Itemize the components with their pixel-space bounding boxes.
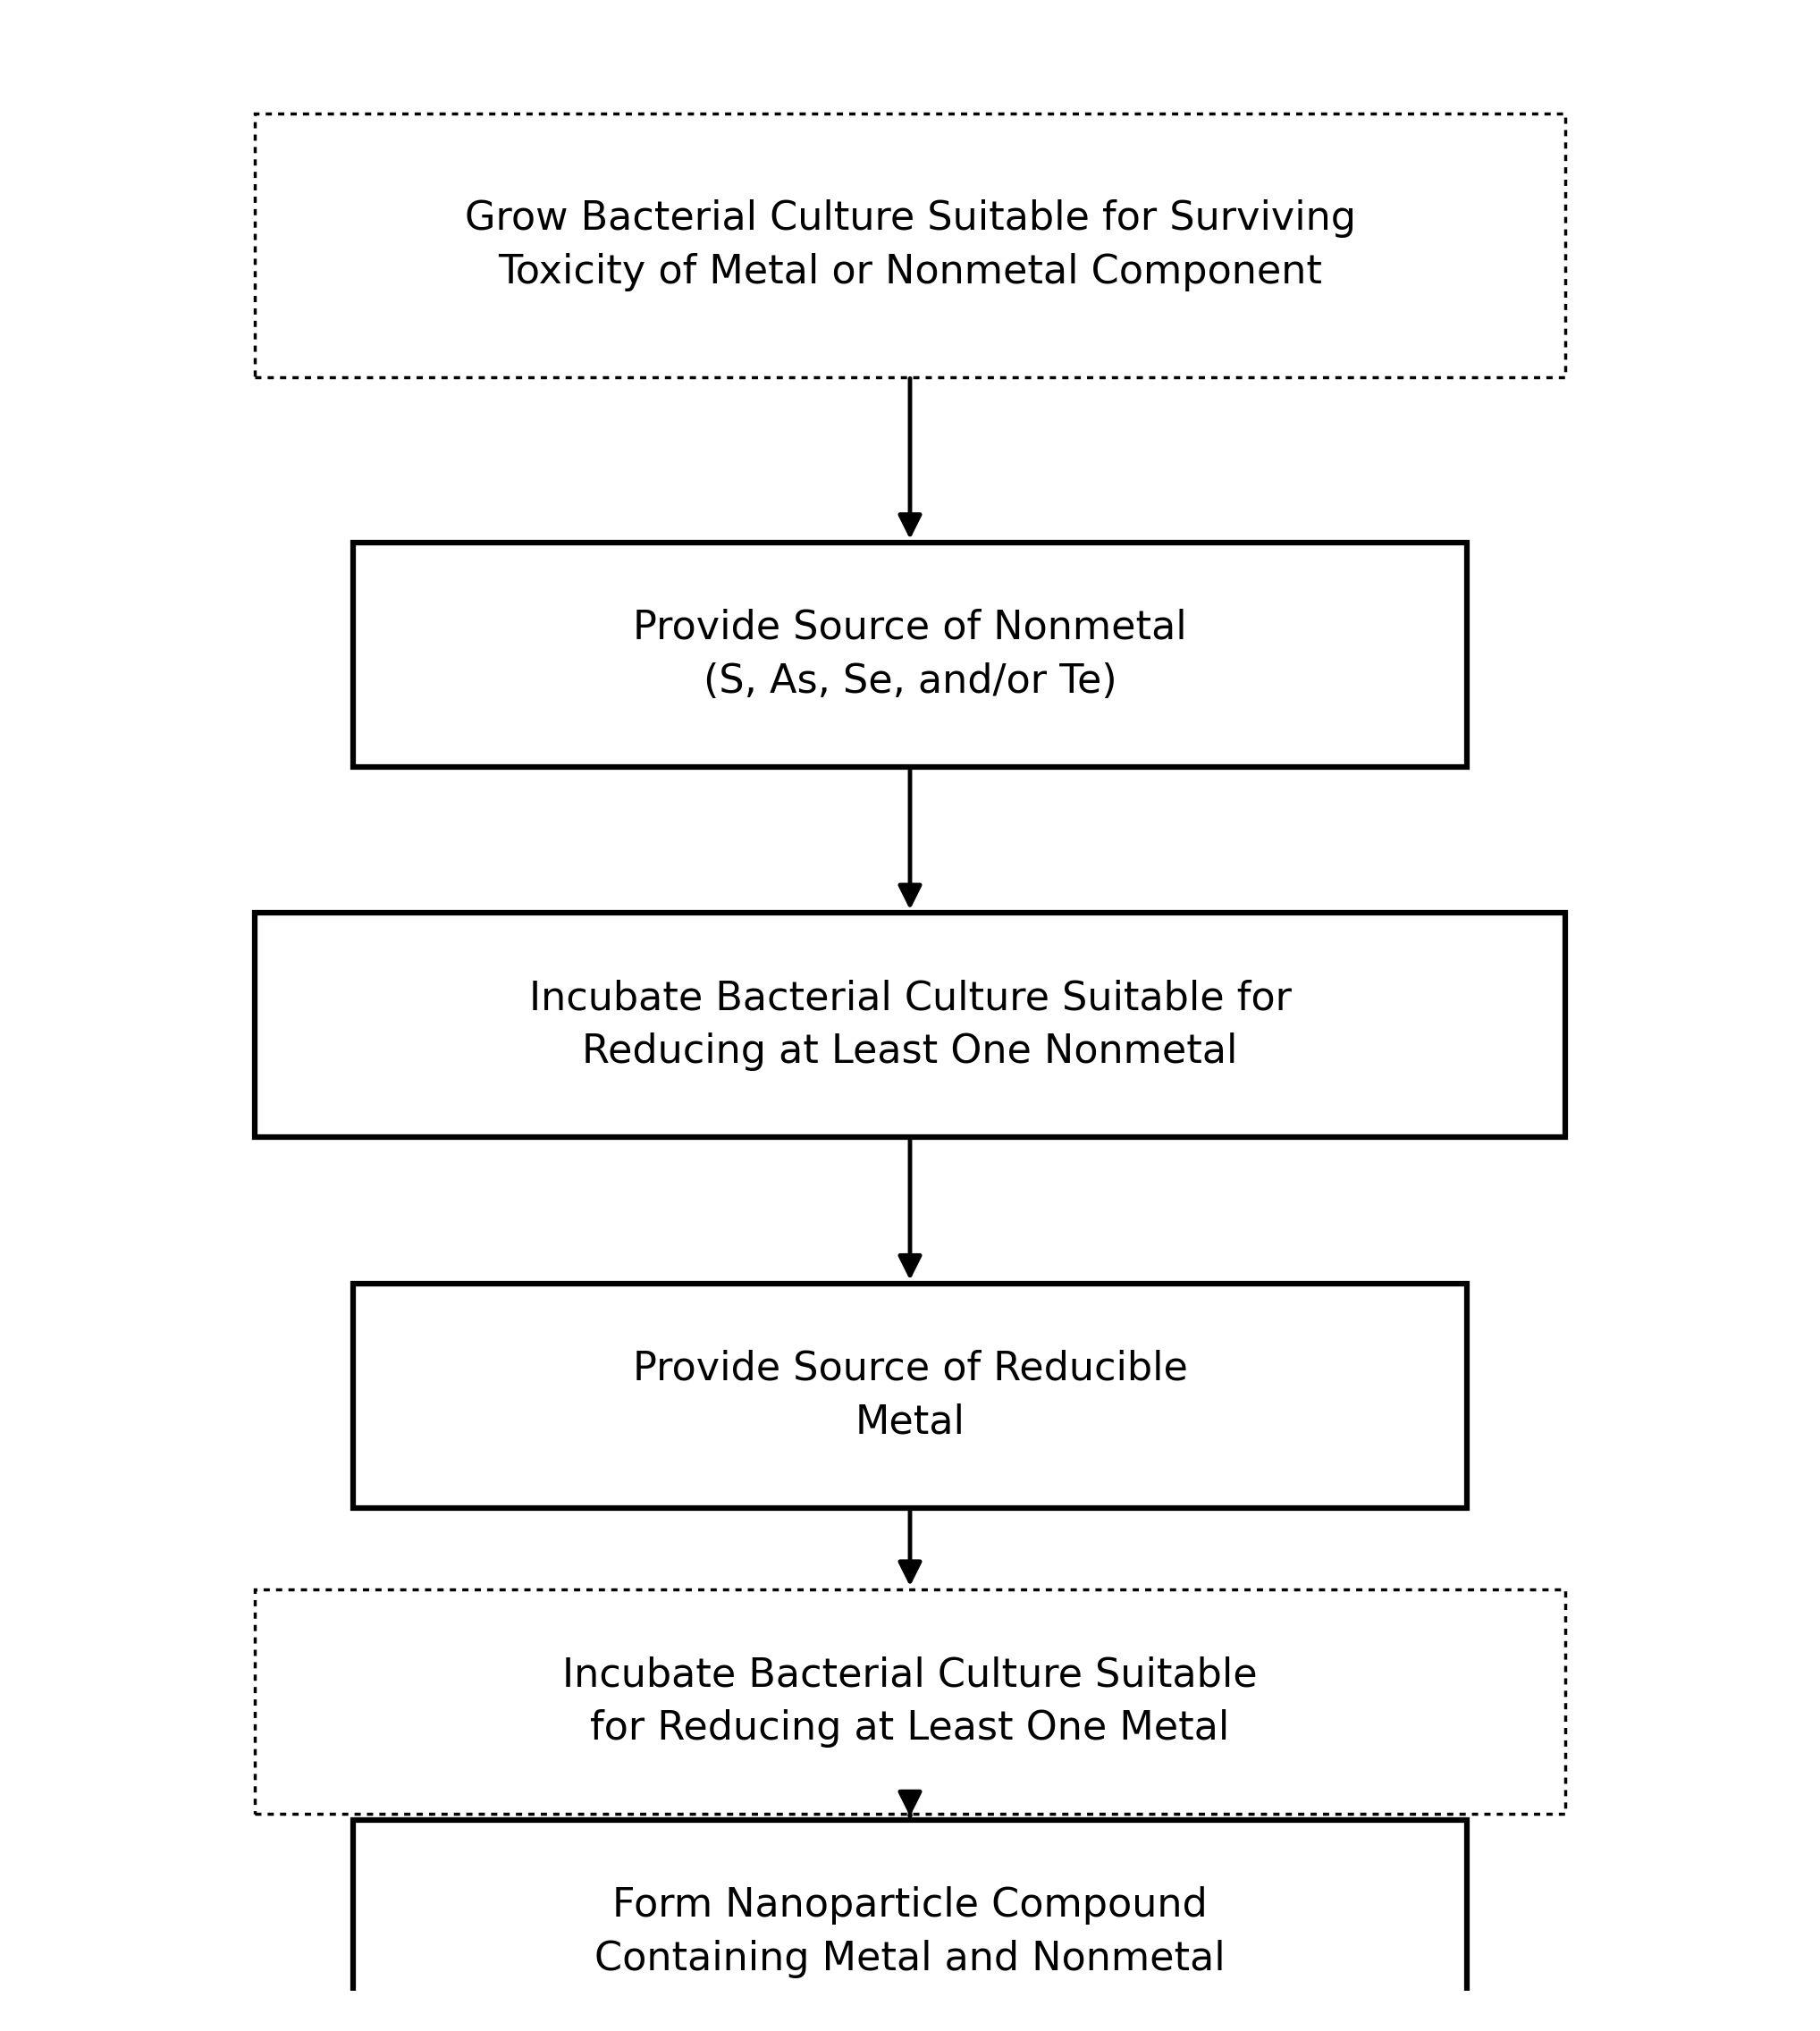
Text: Incubate Bacterial Culture Suitable for
Reducing at Least One Nonmetal: Incubate Bacterial Culture Suitable for … — [530, 979, 1290, 1070]
Bar — [255, 1590, 1565, 1814]
Bar — [353, 1284, 1467, 1507]
Bar — [353, 1820, 1467, 2031]
Text: Provide Source of Nonmetal
(S, As, Se, and/or Te): Provide Source of Nonmetal (S, As, Se, a… — [633, 609, 1187, 701]
Text: Provide Source of Reducible
Metal: Provide Source of Reducible Metal — [633, 1351, 1187, 1442]
Text: Form Nanoparticle Compound
Containing Metal and Nonmetal: Form Nanoparticle Compound Containing Me… — [595, 1887, 1225, 1978]
Text: Incubate Bacterial Culture Suitable
for Reducing at Least One Metal: Incubate Bacterial Culture Suitable for … — [562, 1655, 1258, 1749]
Bar — [353, 542, 1467, 768]
Bar — [255, 114, 1565, 378]
Text: Grow Bacterial Culture Suitable for Surviving
Toxicity of Metal or Nonmetal Comp: Grow Bacterial Culture Suitable for Surv… — [464, 199, 1356, 290]
Bar — [255, 914, 1565, 1137]
